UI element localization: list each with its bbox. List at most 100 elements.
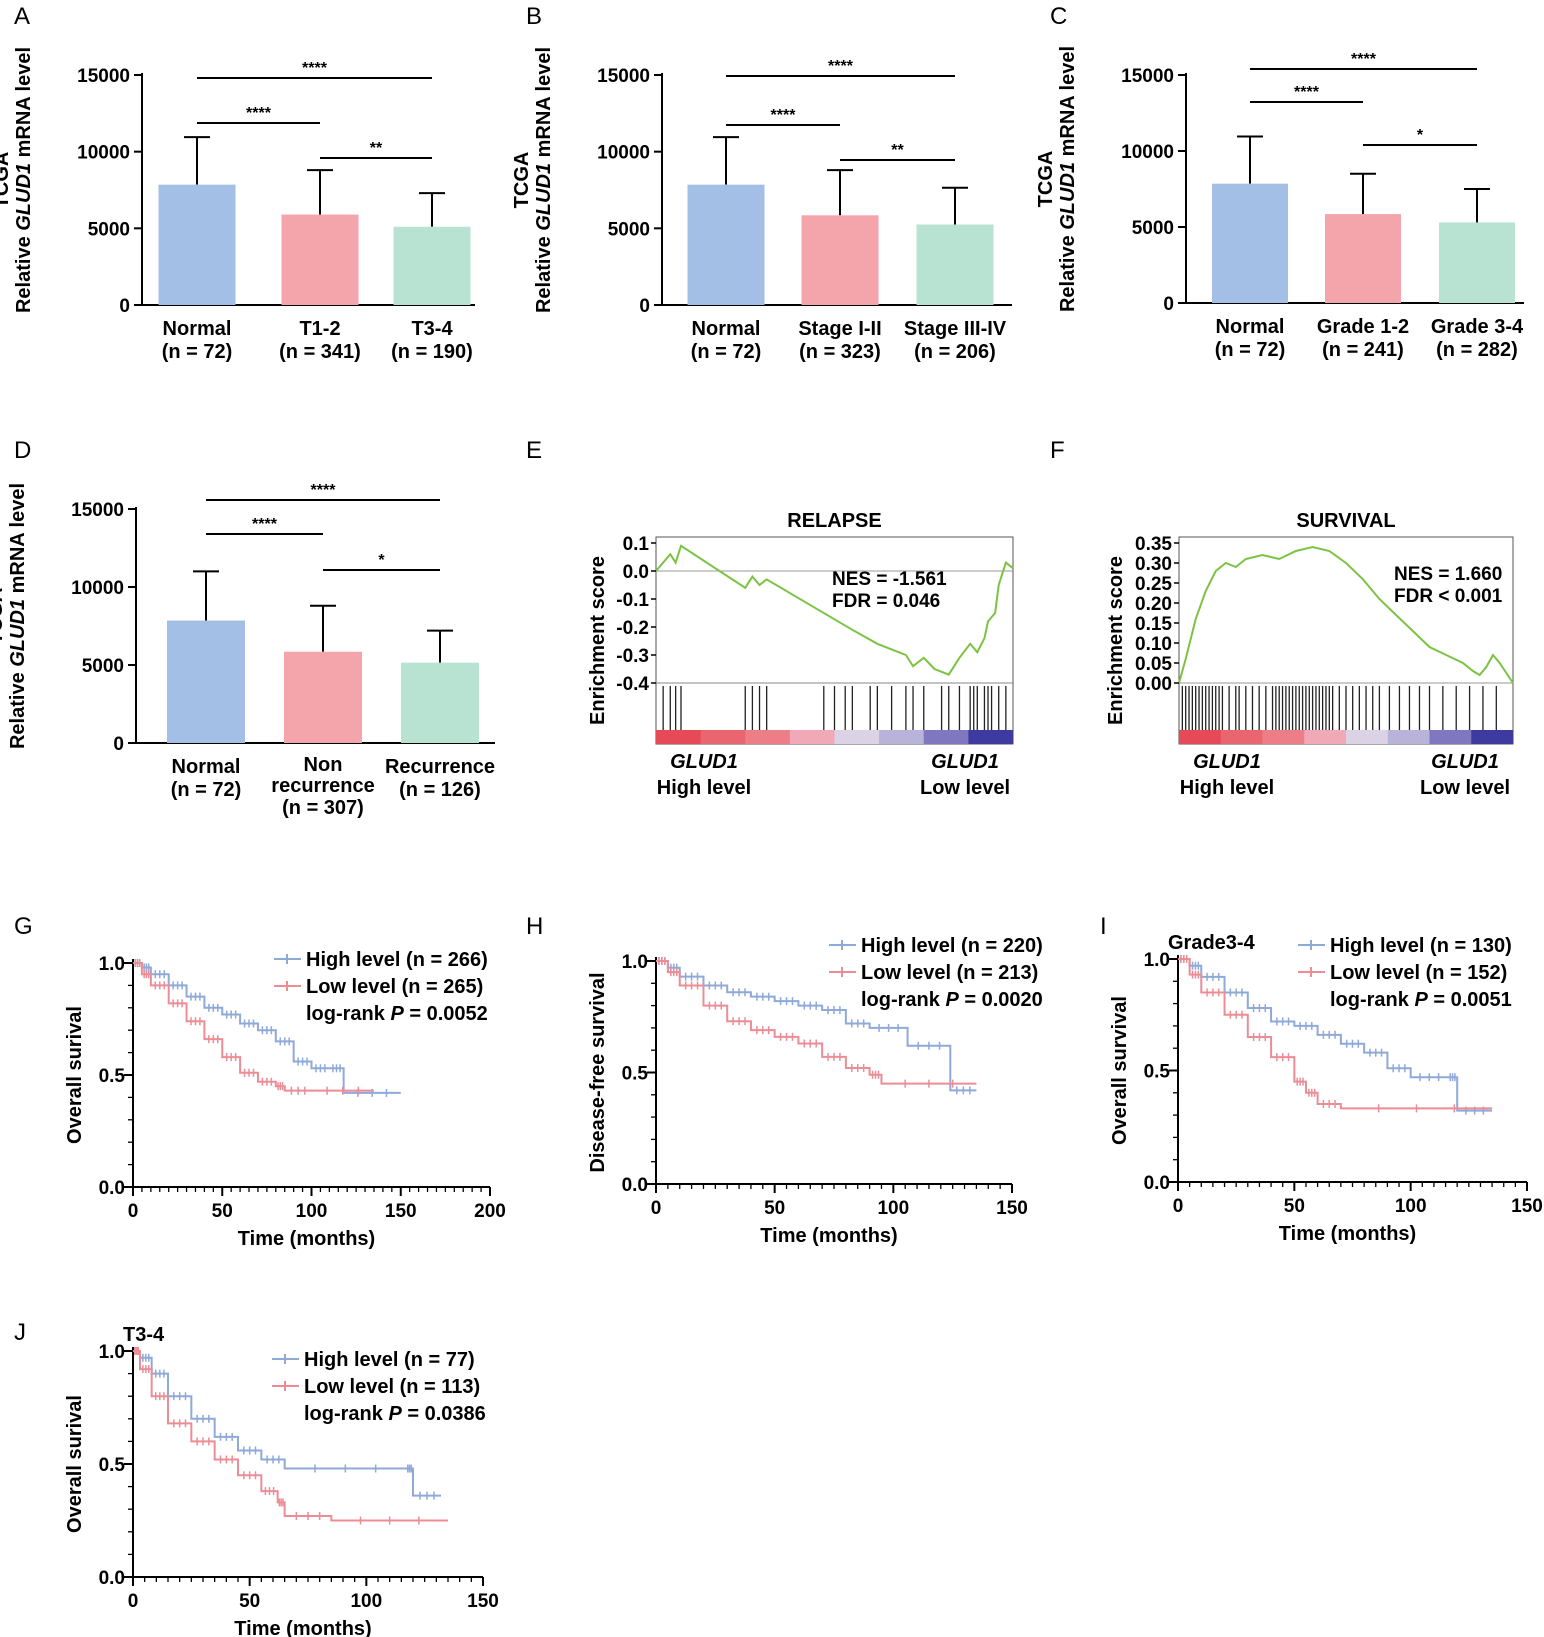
enrichment-score-line <box>655 544 1014 676</box>
rank-metric-segment <box>1471 730 1514 744</box>
rank-metric-segment <box>1179 730 1222 744</box>
logrank-value: = 0.0020 <box>959 989 1043 1011</box>
gsea-plot-e: 0.1 0.0 -0.1 -0.2 -0.3 -0.4 RELAPSE NES = -1.56… <box>587 510 1014 799</box>
x-right-gene: GLUD1 <box>931 751 999 773</box>
significance-label: **** <box>246 105 272 122</box>
km-plot-j: 0 50 100 150 0.0 0.5 1.0 Time (months) Overall s… <box>64 1324 499 1637</box>
nes-label: NES = 1.660 <box>1394 564 1502 585</box>
legend-label: Low level (n = 265) <box>306 976 483 998</box>
x-tick-label: 50 <box>212 1201 233 1222</box>
y-tick-label: 1.0 <box>99 1342 125 1363</box>
y-axis-label: Overall surival <box>64 1395 86 1533</box>
subgroup-title: Grade3-4 <box>1168 932 1256 954</box>
y-tick-label: 0.0 <box>622 1175 648 1196</box>
x-n-label: (n = 126) <box>399 779 481 801</box>
logrank-prefix: log-rank <box>861 989 945 1011</box>
panel-letter-h: H <box>526 913 543 940</box>
y-tick-label: -0.2 <box>616 618 649 639</box>
km-plot-g: 0 50 100 150 200 0.0 0.5 1.0 Time (months) Overal… <box>64 949 506 1250</box>
y-tick-label: 0 <box>119 296 130 317</box>
bar-3 <box>916 224 994 305</box>
y-axis-label: Enrichment score <box>587 556 609 725</box>
significance-label: **** <box>311 482 337 499</box>
significance-label: **** <box>771 107 797 124</box>
bar-1 <box>687 184 765 305</box>
x-n-label: (n = 241) <box>1322 339 1404 361</box>
y-axis-label-part: mRNA level <box>13 47 35 163</box>
y-axis-label-gene: GLUD1 <box>533 163 555 231</box>
y-tick-label: 0.25 <box>1135 574 1172 595</box>
y-tick-label: 15000 <box>71 500 124 521</box>
rank-metric-segment <box>1304 730 1347 744</box>
x-n-label: (n = 72) <box>162 341 233 363</box>
panel-letter-a: A <box>14 3 30 30</box>
rank-metric-segment <box>745 730 791 744</box>
rank-metric-segment <box>834 730 880 744</box>
rank-metric-segment <box>1220 730 1263 744</box>
x-axis-label: Time (months) <box>238 1228 375 1250</box>
y-tick-label: -0.1 <box>616 590 649 611</box>
logrank-p: P <box>1414 989 1428 1011</box>
significance-label: ** <box>370 140 383 157</box>
x-n-label: (n = 206) <box>914 341 996 363</box>
y-tick-label: 15000 <box>77 66 130 87</box>
survival-curve-low <box>1178 958 1493 1110</box>
x-tick-label: 100 <box>350 1591 382 1612</box>
y-axis-label: Enrichment score <box>1105 556 1127 725</box>
y-axis-label-gene: GLUD1 <box>13 163 35 231</box>
y-tick-label: 0.1 <box>623 534 650 555</box>
y-tick-label: 5000 <box>82 656 124 677</box>
x-n-label: (n = 72) <box>171 779 242 801</box>
y-axis-label-part: Relative <box>533 231 555 313</box>
x-tick-label: 100 <box>1395 1196 1427 1217</box>
significance-label: **** <box>302 60 328 77</box>
y-axis-label: Relative GLUD1 mRNA level <box>533 47 555 313</box>
x-right-gene: GLUD1 <box>1431 751 1499 773</box>
x-tick-label: 50 <box>239 1591 260 1612</box>
y-axis-label: Relative GLUD1 mRNA level <box>13 47 35 313</box>
y-tick-label: 15000 <box>1121 66 1174 87</box>
y-tick-label: 1.0 <box>99 954 125 975</box>
legend-label: High level (n = 266) <box>306 949 488 971</box>
x-tick-label: 150 <box>467 1591 499 1612</box>
x-category-label: Recurrence <box>385 756 495 778</box>
x-tick-label: 50 <box>1284 1196 1305 1217</box>
chart-title: RELAPSE <box>787 510 881 532</box>
x-category-label: T1-2 <box>299 318 340 340</box>
x-tick-label: 150 <box>1511 1196 1543 1217</box>
legend-label: Low level (n = 113) <box>304 1376 480 1398</box>
x-n-label: (n = 341) <box>279 341 361 363</box>
y-tick-label: 0 <box>639 296 650 317</box>
x-category-label: Normal <box>172 756 241 778</box>
x-n-label: (n = 72) <box>1215 339 1286 361</box>
x-n-label: (n = 282) <box>1436 339 1518 361</box>
x-tick-label: 100 <box>296 1201 328 1222</box>
y-tick-label: 10000 <box>71 578 124 599</box>
y-axis-label-part: Relative <box>7 667 29 749</box>
logrank-value: = 0.0052 <box>404 1003 488 1025</box>
x-n-label: (n = 307) <box>282 797 364 819</box>
bar-2 <box>284 651 362 743</box>
bar-3 <box>393 226 471 305</box>
y-tick-label: 5000 <box>608 219 650 240</box>
x-category-label: Non <box>304 754 343 776</box>
x-axis-label: Time (months) <box>760 1225 897 1247</box>
bar-3 <box>1439 222 1515 303</box>
survival-curve-high <box>133 962 401 1094</box>
y-tick-label: 5000 <box>88 219 130 240</box>
y-axis-label-part: mRNA level <box>533 47 555 163</box>
y-tick-label: 0.0 <box>1144 1173 1170 1194</box>
y-tick-label: 0.5 <box>99 1455 126 1476</box>
y-tick-label: 0.5 <box>1144 1062 1171 1083</box>
survival-curve-low <box>656 960 977 1085</box>
panel-letter-d: D <box>14 437 31 464</box>
significance-label: ** <box>891 142 904 159</box>
panel-letter-e: E <box>526 437 542 464</box>
bar-2 <box>1325 214 1401 303</box>
survival-curve-high <box>1178 958 1493 1112</box>
logrank-pvalue: log-rank P = 0.0051 <box>1330 989 1512 1011</box>
x-category-label: Stage I-II <box>798 318 881 340</box>
legend-label: High level (n = 77) <box>304 1349 475 1371</box>
rank-metric-segment <box>1429 730 1472 744</box>
